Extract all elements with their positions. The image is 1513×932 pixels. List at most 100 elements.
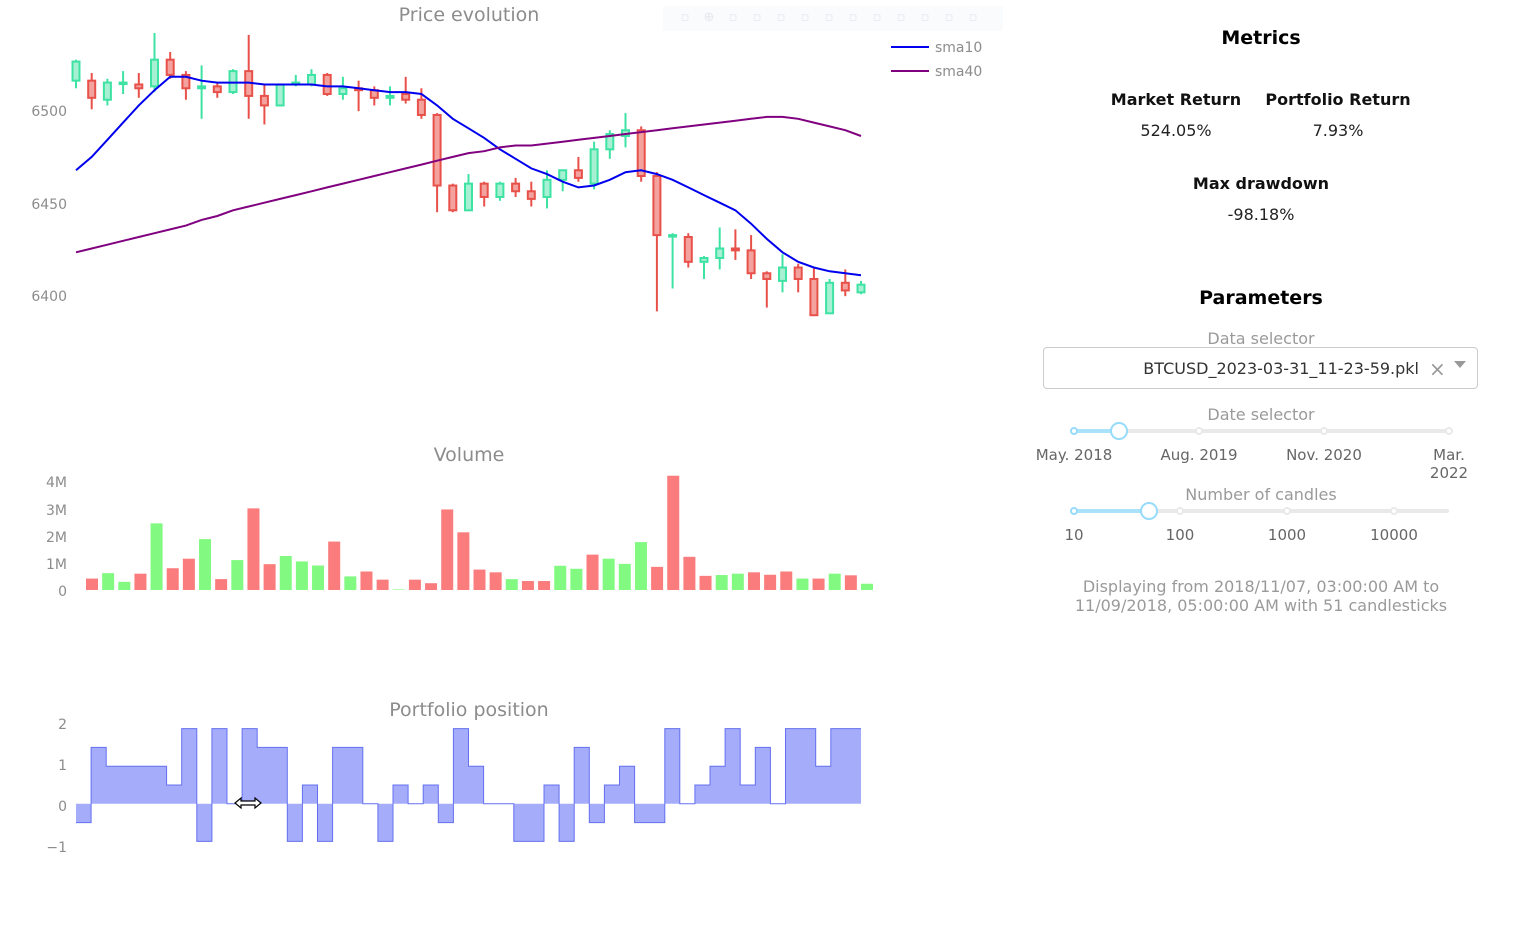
volume-bar: [360, 571, 373, 590]
price-y-tick: 6450: [31, 197, 67, 213]
data-selector-label: Data selector: [1207, 329, 1315, 348]
candle-body: [102, 81, 112, 101]
volume-bar: [118, 581, 131, 590]
candles-mark: 100: [1165, 526, 1195, 544]
candle-body: [840, 281, 850, 292]
price-y-tick: 6400: [31, 289, 67, 305]
volume-bar: [667, 475, 680, 590]
zoom-icon[interactable]: ⊕: [703, 10, 715, 25]
date-slider-handle[interactable]: [1110, 422, 1128, 440]
candle-body: [134, 83, 144, 90]
candles-mark: 10000: [1370, 526, 1418, 544]
volume-bar: [408, 579, 421, 590]
metrics-title: Metrics: [1221, 27, 1301, 49]
volume-bar: [634, 542, 647, 590]
date-slider-dot[interactable]: [1320, 427, 1328, 435]
box-select-icon[interactable]: ▫: [752, 10, 762, 25]
volume-bar: [279, 555, 292, 590]
volume-bar: [473, 569, 486, 590]
candles-slider-dot[interactable]: [1070, 507, 1078, 515]
position-chart[interactable]: Portfolio position 2 1 0 −1: [46, 699, 861, 856]
volume-bar: [651, 566, 664, 590]
zoom-in-icon[interactable]: ▫: [800, 10, 810, 25]
camera-icon[interactable]: ▫: [680, 10, 690, 25]
reset-axes-icon[interactable]: ▫: [872, 10, 882, 25]
chevron-down-icon[interactable]: [1454, 361, 1466, 368]
candle-body: [385, 94, 395, 99]
candle-body: [683, 236, 693, 263]
hover-compare-icon[interactable]: ▫: [944, 10, 954, 25]
date-slider-dot[interactable]: [1445, 427, 1453, 435]
lasso-icon[interactable]: ▫: [776, 10, 786, 25]
price-plot-area: [71, 32, 866, 317]
volume-bar: [166, 568, 179, 590]
date-mark: Mar. 2022: [1429, 446, 1469, 482]
candle-body: [448, 184, 458, 212]
volume-y-tick: 2M: [46, 530, 67, 546]
candles-slider-track: [1074, 509, 1149, 513]
candles-slider-handle[interactable]: [1140, 502, 1158, 520]
clear-icon[interactable]: ×: [1429, 357, 1446, 381]
candles-mark: 10: [1064, 526, 1084, 544]
volume-bar: [715, 575, 728, 590]
volume-bar: [554, 565, 567, 590]
candle-body: [636, 129, 646, 177]
candle-body: [165, 58, 175, 76]
date-slider-rail[interactable]: [1074, 429, 1449, 433]
volume-chart[interactable]: Volume 4M 3M 2M 1M 0: [46, 444, 873, 600]
position-y-tick: −1: [46, 840, 67, 856]
candles-slider-rail[interactable]: [1074, 509, 1449, 513]
data-selector-dropdown[interactable]: BTCUSD_2023-03-31_11-23-59.pkl ×: [1043, 347, 1478, 389]
control-panel: Metrics Market Return 524.05% Portfolio …: [1030, 0, 1500, 932]
candle-body: [118, 81, 128, 86]
spike-lines-icon[interactable]: ▫: [896, 10, 906, 25]
candles-slider-dot[interactable]: [1176, 507, 1184, 515]
candles-slider-dot[interactable]: [1390, 507, 1398, 515]
date-slider-dot[interactable]: [1070, 427, 1078, 435]
candle-body: [809, 277, 819, 317]
price-y-tick: 6500: [31, 104, 67, 120]
candle-body: [401, 93, 411, 101]
max-drawdown-value: -98.18%: [1227, 205, 1295, 224]
position-line: [76, 728, 861, 842]
volume-chart-title: Volume: [434, 444, 505, 466]
volume-bar: [570, 568, 583, 590]
price-legend[interactable]: sma10 sma40: [891, 40, 982, 80]
max-drawdown-label: Max drawdown: [1192, 174, 1330, 193]
candle-body: [416, 98, 426, 116]
plotly-logo-icon[interactable]: ▫: [968, 10, 978, 25]
candle-body: [605, 133, 615, 151]
volume-bar: [182, 558, 195, 590]
pan-icon[interactable]: ▫: [728, 10, 738, 25]
candles-slider-dot[interactable]: [1283, 507, 1291, 515]
volume-bar: [683, 556, 696, 590]
candle-body: [778, 266, 787, 282]
market-return-label: Market Return: [1110, 90, 1242, 109]
autoscale-icon[interactable]: ▫: [848, 10, 858, 25]
candle-body: [526, 190, 536, 200]
volume-bar: [425, 583, 438, 590]
volume-bar: [86, 578, 98, 590]
candle-body: [699, 257, 709, 263]
hover-closest-icon[interactable]: ▫: [920, 10, 930, 25]
modebar[interactable]: ▫ ⊕ ▫ ▫ ▫ ▫ ▫ ▫ ▫ ▫ ▫ ▫ ▫: [663, 6, 1003, 31]
zoom-out-icon[interactable]: ▫: [824, 10, 834, 25]
volume-bar: [215, 579, 228, 590]
volume-bar: [328, 541, 341, 590]
position-y-tick: 2: [58, 717, 67, 733]
volume-bar: [586, 554, 599, 590]
candle-body: [181, 73, 191, 90]
candle-body: [432, 113, 442, 187]
volume-bar: [150, 523, 163, 590]
date-mark: Aug. 2019: [1160, 446, 1238, 464]
candle-body: [275, 83, 285, 107]
legend-label-sma10[interactable]: sma10: [935, 40, 982, 56]
date-slider-dot[interactable]: [1195, 427, 1203, 435]
display-info-text: Displaying from 2018/11/07, 03:00:00 AM …: [1074, 577, 1448, 615]
volume-y-tick: 3M: [46, 503, 67, 519]
data-selector-value: BTCUSD_2023-03-31_11-23-59.pkl: [1143, 359, 1419, 378]
price-chart[interactable]: Price evolution 6500 6450 6400 sma10 sma…: [31, 4, 982, 317]
volume-bar: [102, 573, 115, 590]
volume-bar: [538, 581, 551, 590]
legend-label-sma40[interactable]: sma40: [935, 64, 982, 80]
